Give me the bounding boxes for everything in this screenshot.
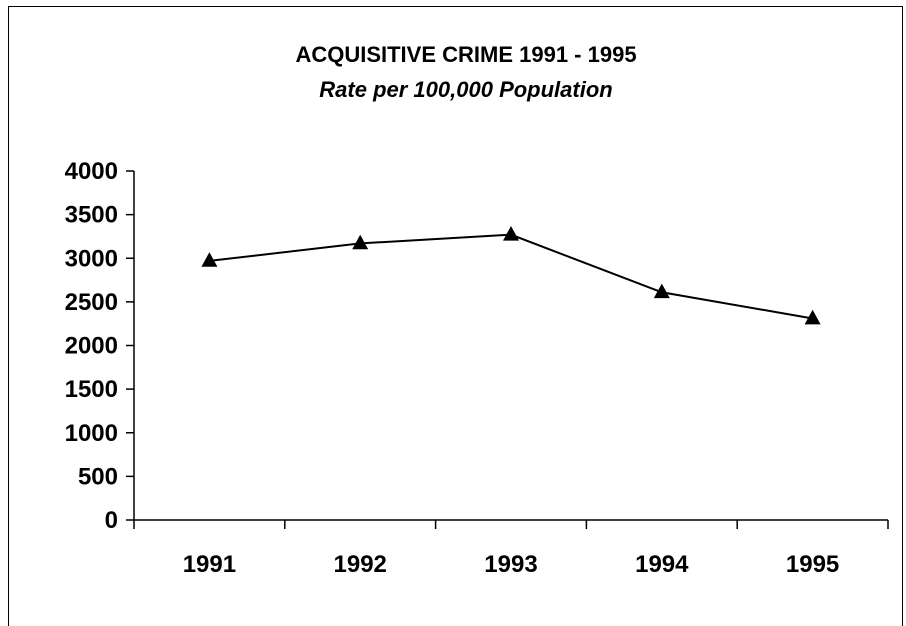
data-point-marker	[653, 283, 670, 299]
x-tick-label: 1993	[484, 551, 537, 578]
y-tick-label: 1000	[65, 420, 118, 447]
data-point-marker	[804, 309, 821, 325]
y-tick-label: 2500	[65, 289, 118, 316]
data-point-marker	[352, 234, 369, 250]
chart-frame	[8, 6, 903, 626]
y-tick-label: 3500	[65, 202, 118, 229]
data-point-marker	[503, 226, 519, 241]
series-line	[209, 233, 813, 320]
chart-marks	[201, 226, 821, 325]
y-tick-label: 500	[78, 463, 118, 490]
x-tick-label: 1992	[334, 551, 387, 578]
chart-axes: 0 500 1000 1500 2000 2500 3000 3500 4000 1991 1992…	[65, 158, 889, 578]
x-tick-label: 1995	[786, 551, 839, 578]
y-tick-label: 0	[105, 507, 118, 534]
y-tick-label: 4000	[65, 158, 118, 185]
y-tick-label: 2000	[65, 333, 118, 360]
y-tick-label: 1500	[65, 376, 118, 403]
y-tick-label: 3000	[65, 245, 118, 272]
chart-subtitle: Rate per 100,000 Population	[319, 77, 612, 102]
x-tick-label: 1991	[183, 551, 236, 578]
data-point-marker	[201, 252, 218, 267]
x-tick-label: 1994	[635, 551, 689, 578]
chart-title: ACQUISITIVE CRIME 1991 - 1995	[295, 42, 636, 67]
